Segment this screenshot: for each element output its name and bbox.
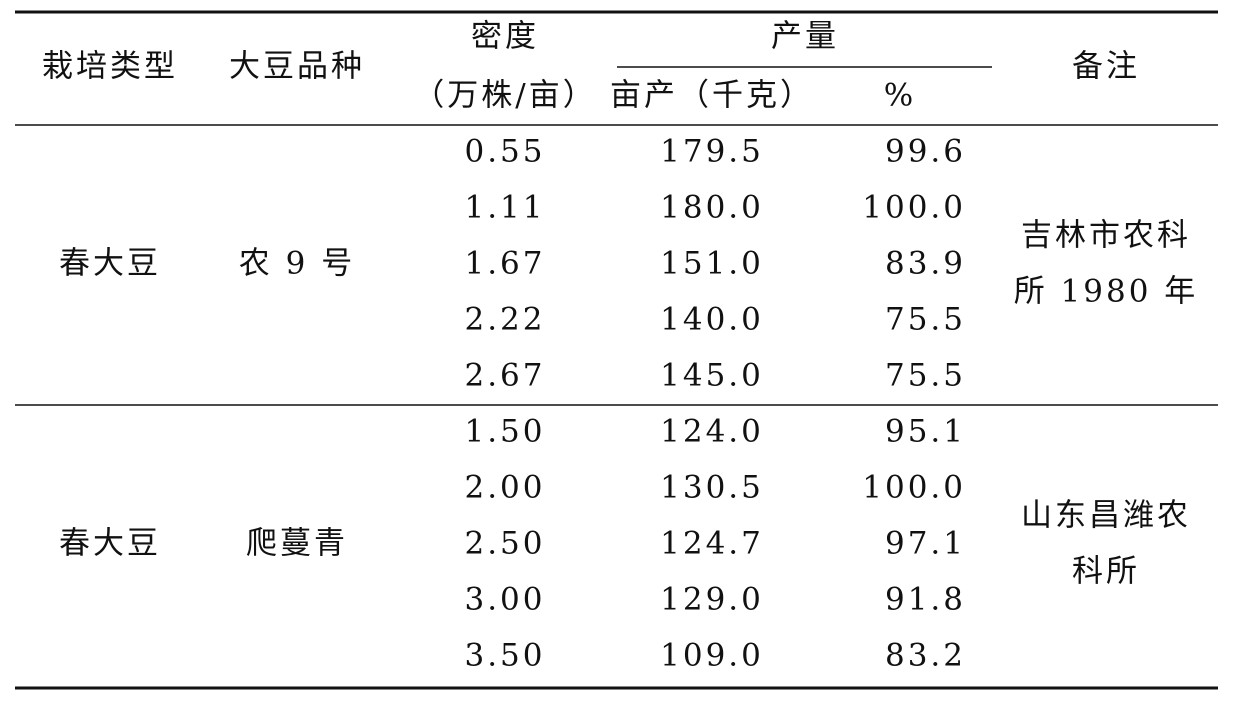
cultivation-type: 春大豆 xyxy=(59,526,161,562)
yield: 140.0 xyxy=(660,302,764,338)
variety: 爬蔓青 xyxy=(246,526,348,562)
percent: 75.5 xyxy=(885,358,966,394)
yield: 124.7 xyxy=(660,526,764,562)
density: 3.00 xyxy=(464,582,545,618)
percent: 100.0 xyxy=(862,190,966,226)
header-cell: 备注 xyxy=(1072,49,1140,85)
note: 山东昌潍农 xyxy=(1021,498,1191,534)
header-cell: 亩产（千克） xyxy=(610,78,814,114)
yield: 179.5 xyxy=(660,134,764,170)
density: 0.55 xyxy=(464,134,545,170)
yield: 109.0 xyxy=(660,638,764,674)
note: 所 1980 年 xyxy=(1014,274,1199,310)
note: 科所 xyxy=(1072,554,1140,590)
header-cell: % xyxy=(884,78,916,114)
header-cell: 产量 xyxy=(771,19,839,55)
density: 3.50 xyxy=(464,638,545,674)
percent: 83.9 xyxy=(885,246,966,282)
yield: 130.5 xyxy=(660,470,764,506)
yield: 151.0 xyxy=(660,246,764,282)
header-cell: （万株/亩） xyxy=(413,78,596,114)
density: 2.50 xyxy=(464,526,545,562)
yield: 124.0 xyxy=(660,414,764,450)
yield: 145.0 xyxy=(660,358,764,394)
density: 1.11 xyxy=(464,190,545,226)
density: 2.00 xyxy=(464,470,545,506)
yield: 129.0 xyxy=(660,582,764,618)
percent: 83.2 xyxy=(885,638,966,674)
variety: 农 9 号 xyxy=(239,246,355,282)
note: 吉林市农科 xyxy=(1021,218,1191,254)
header-cell: 栽培类型 xyxy=(42,49,178,85)
yield: 180.0 xyxy=(660,190,764,226)
density: 2.22 xyxy=(464,302,545,338)
percent: 95.1 xyxy=(885,414,966,450)
density: 1.50 xyxy=(464,414,545,450)
header-cell: 大豆品种 xyxy=(229,49,365,85)
density: 2.67 xyxy=(464,358,545,394)
header-cell: 密度 xyxy=(471,19,539,55)
percent: 97.1 xyxy=(885,526,966,562)
density: 1.67 xyxy=(464,246,545,282)
percent: 75.5 xyxy=(885,302,966,338)
percent: 91.8 xyxy=(885,582,966,618)
percent: 99.6 xyxy=(885,134,966,170)
cultivation-type: 春大豆 xyxy=(59,246,161,282)
percent: 100.0 xyxy=(862,470,966,506)
